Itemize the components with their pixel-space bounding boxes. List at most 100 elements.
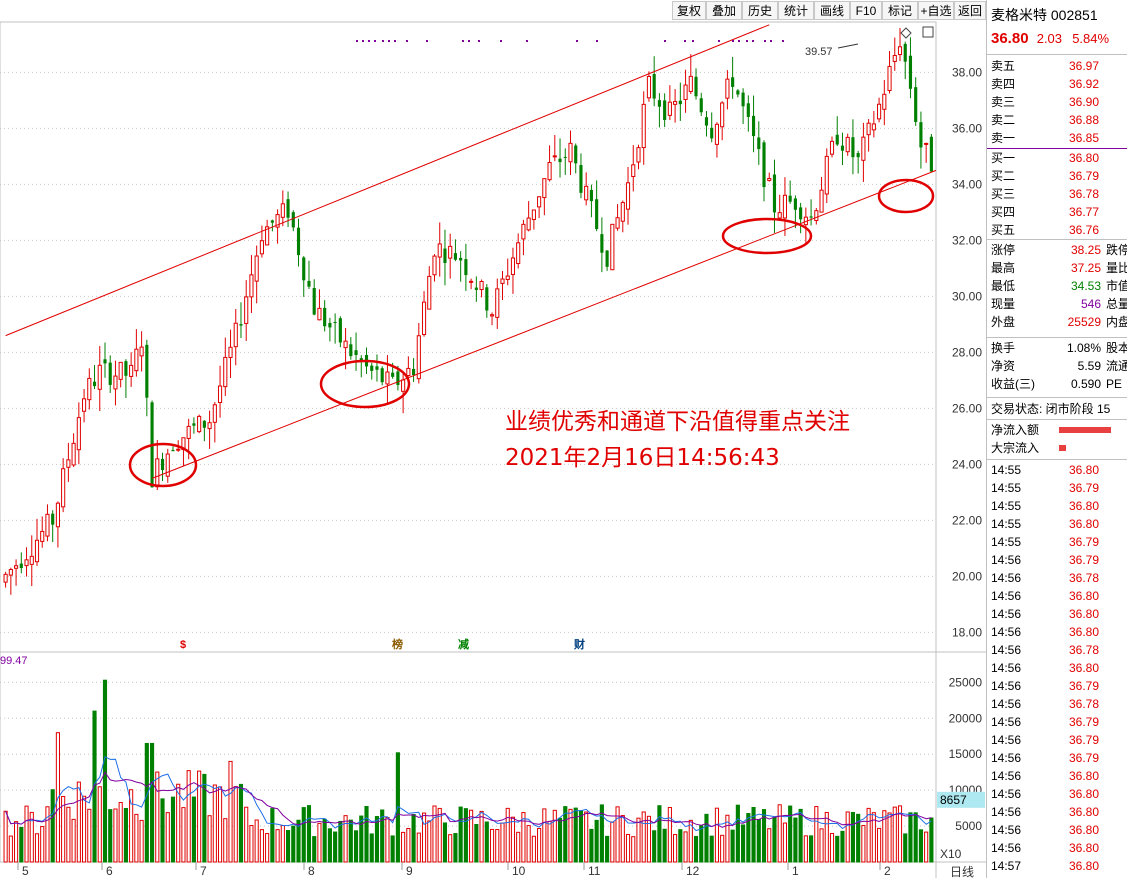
- bid-price: 36.80: [1069, 151, 1100, 165]
- volume-bar: [510, 816, 516, 863]
- tick-time: 14:56: [991, 697, 1022, 711]
- candle-body: [673, 101, 678, 105]
- signal-dot: [664, 40, 666, 42]
- candle-body: [537, 196, 542, 208]
- stock-change: 2.03: [1036, 31, 1063, 46]
- bid-price: 36.76: [1069, 223, 1100, 237]
- signal-dot: [692, 40, 694, 42]
- month-label: 10: [512, 864, 526, 878]
- price-tick-label: 36.00: [952, 121, 982, 135]
- toolbar-button-8[interactable]: 返回: [954, 1, 986, 20]
- max-price-label: 39.57: [805, 46, 833, 58]
- volume-bar: [557, 817, 563, 863]
- toolbar-button-5[interactable]: F10: [850, 1, 882, 20]
- tick-row: 14:56 36.80: [991, 587, 1127, 605]
- volume-bar: [285, 830, 291, 863]
- tick-price: 36.80: [1069, 661, 1100, 675]
- volume-bar: [667, 806, 672, 863]
- volume-bar: [505, 807, 510, 863]
- candle-body: [877, 103, 882, 120]
- volume-bar: [34, 833, 40, 863]
- stat2-label: 收益(三): [991, 377, 1035, 391]
- ask-label: 卖一: [991, 131, 1016, 145]
- volume-bar: [275, 829, 280, 863]
- candle-body: [82, 398, 87, 412]
- volume-bar: [605, 835, 610, 863]
- volume-bar: [223, 818, 228, 863]
- candle-body: [343, 340, 348, 349]
- flow-row: 净流入额: [991, 421, 1127, 439]
- candle-body: [307, 280, 311, 287]
- volume-current-box: [937, 791, 985, 808]
- toolbar-button-3[interactable]: 统计: [778, 1, 814, 20]
- toolbar-button-1[interactable]: 叠加: [706, 1, 742, 20]
- toolbar-button-7[interactable]: +自选: [918, 1, 954, 20]
- volume-bar: [599, 804, 604, 863]
- candle-body: [746, 103, 750, 117]
- volume-bar: [693, 835, 699, 863]
- volume-tick-label: 5000: [955, 819, 982, 833]
- signal-dot: [718, 40, 720, 42]
- candle-body: [453, 253, 457, 260]
- volume-bar: [97, 786, 102, 863]
- candle-body: [51, 513, 55, 525]
- stat2-row: 净资 5.59 流通: [991, 357, 1127, 375]
- tick-price: 36.80: [1069, 769, 1100, 783]
- price-tick-label: 18.00: [952, 625, 982, 639]
- candle-body: [296, 227, 301, 256]
- volume-current-label: 8657: [940, 793, 967, 807]
- candle-body: [302, 257, 306, 281]
- tick-time: 14:56: [991, 751, 1022, 765]
- candle-body: [312, 287, 316, 315]
- chart-frame: [0, 21, 937, 863]
- candle-body: [155, 458, 160, 488]
- candle-body: [882, 93, 887, 110]
- stat2-label: 净资: [991, 359, 1016, 373]
- event-marker: 减: [458, 637, 469, 651]
- volume-bar: [479, 810, 484, 863]
- tick-row: 14:55 36.79: [991, 479, 1127, 497]
- candle-body: [720, 102, 725, 128]
- stat-row: 最高 37.25 量比: [991, 259, 1127, 277]
- kline-chart[interactable]: 38.00 36.00 34.00 32.00 30.00 28.00 26.00 24.00…: [0, 0, 986, 878]
- tick-row: 14:56 36.80: [991, 785, 1127, 803]
- tick-row: 14:56 36.80: [991, 821, 1127, 839]
- tick-price: 36.78: [1069, 571, 1100, 585]
- volume-bar: [772, 817, 777, 863]
- toolbar-button-6[interactable]: 标记: [882, 1, 918, 20]
- volume-bar: [306, 805, 312, 863]
- stat-value: 25529: [1067, 315, 1101, 329]
- volume-bar: [892, 806, 897, 863]
- tick-time: 14:56: [991, 643, 1022, 657]
- candles-group: [3, 27, 933, 595]
- tick-row: 14:55 36.80: [991, 497, 1127, 515]
- volume-bar: [353, 830, 359, 863]
- toolbar-button-0[interactable]: 复权: [672, 1, 706, 20]
- candle-body: [412, 368, 416, 376]
- candle-body: [223, 356, 228, 388]
- volume-bar: [516, 831, 521, 863]
- toolbar-button-2[interactable]: 历史: [742, 1, 778, 20]
- volume-bar: [374, 816, 380, 863]
- volume-bar: [882, 810, 887, 863]
- volume-bar: [741, 824, 746, 863]
- ask-label: 卖二: [991, 113, 1016, 127]
- volume-bar: [3, 810, 8, 863]
- stock-name-code: 麦格米特 002851: [991, 7, 1098, 23]
- tick-time: 14:56: [991, 679, 1022, 693]
- candle-body: [286, 199, 290, 218]
- volume-bar: [594, 819, 599, 863]
- flow-row: 大宗流入: [991, 439, 1127, 457]
- month-label: 7: [200, 864, 207, 878]
- candle-body: [437, 243, 442, 258]
- candle-body: [406, 367, 411, 377]
- candle-body: [207, 422, 212, 430]
- candle-body: [401, 379, 406, 392]
- candle-body: [317, 307, 322, 321]
- trade-state: 交易状态: 闭市阶段 15: [991, 402, 1111, 416]
- candle-body: [741, 92, 745, 107]
- tick-row: 14:56 36.79: [991, 713, 1127, 731]
- volume-bar: [861, 825, 866, 863]
- toolbar-button-4[interactable]: 画线: [814, 1, 850, 20]
- candle-body: [34, 539, 40, 563]
